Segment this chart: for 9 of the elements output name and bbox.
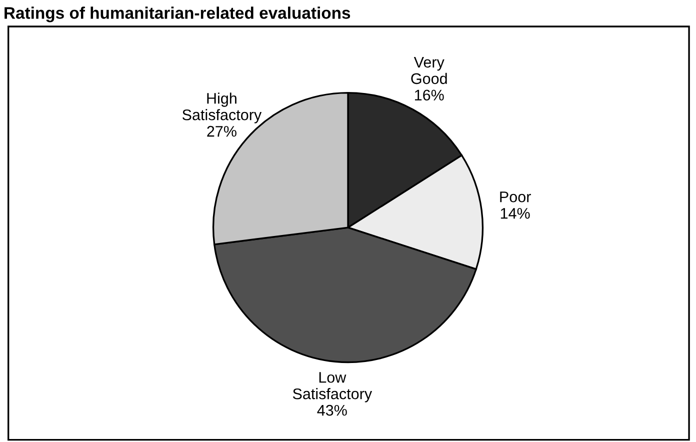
- data-label: 27%: [207, 126, 236, 137]
- chart-title: Ratings of humanitarian-related evaluations: [4, 6, 350, 22]
- slice-label: High Satisfactory: [182, 92, 262, 124]
- slice-label: Very Good: [411, 56, 447, 84]
- slice-label: Low Satisfactory: [292, 372, 372, 402]
- data-label: 43%: [317, 404, 347, 416]
- data-label: 14%: [500, 208, 530, 219]
- data-label: 16%: [414, 90, 444, 101]
- slice-label: Poor: [500, 192, 531, 202]
